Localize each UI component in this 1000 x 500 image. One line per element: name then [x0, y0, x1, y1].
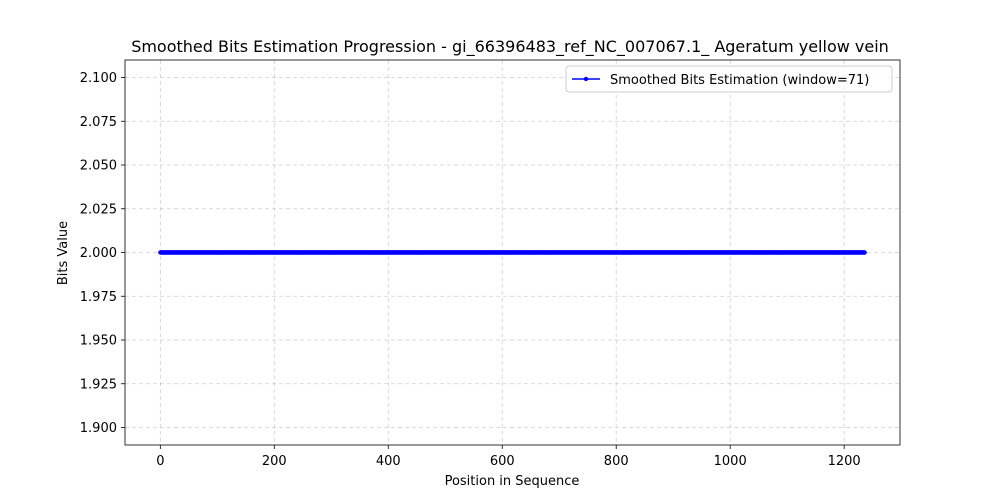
plot-area [124, 59, 901, 446]
y-grid [125, 77, 900, 428]
series-markers [158, 250, 867, 255]
y-tick-label: 2.075 [80, 115, 117, 130]
x-tick-label: 400 [376, 454, 401, 469]
legend: Smoothed Bits Estimation (window=71) [565, 65, 893, 93]
y-tick-label: 1.925 [80, 377, 117, 392]
x-tick-label: 600 [490, 454, 515, 469]
x-tick-label: 0 [156, 454, 164, 469]
y-tick-label: 1.950 [80, 334, 117, 349]
y-axis-ticks: 1.900 1.925 1.950 1.975 2.000 2.025 2.050 2.075… [80, 71, 125, 436]
x-tick-label: 800 [604, 454, 629, 469]
y-tick-label: 2.050 [80, 159, 117, 174]
x-tick-label: 1200 [828, 454, 861, 469]
x-tick-label: 200 [262, 454, 287, 469]
y-tick-label: 2.025 [80, 202, 117, 217]
x-axis-label: Position in Sequence [445, 474, 580, 489]
legend-box [565, 65, 893, 93]
legend-marker-sample [583, 76, 589, 82]
y-tick-label: 1.975 [80, 290, 117, 305]
y-tick-label: 2.100 [80, 71, 117, 86]
y-tick-label: 2.000 [80, 246, 117, 261]
series-layer [158, 250, 867, 255]
x-tick-label: 1000 [714, 454, 747, 469]
legend-label: Smoothed Bits Estimation (window=71) [610, 73, 869, 88]
chart-title: Smoothed Bits Estimation Progression - g… [131, 37, 889, 57]
x-axis-ticks: 0 200 400 600 800 1000 1200 [156, 445, 861, 469]
y-tick-label: 1.900 [80, 421, 117, 436]
data-point [862, 250, 867, 255]
y-axis-label: Bits Value [56, 221, 71, 285]
